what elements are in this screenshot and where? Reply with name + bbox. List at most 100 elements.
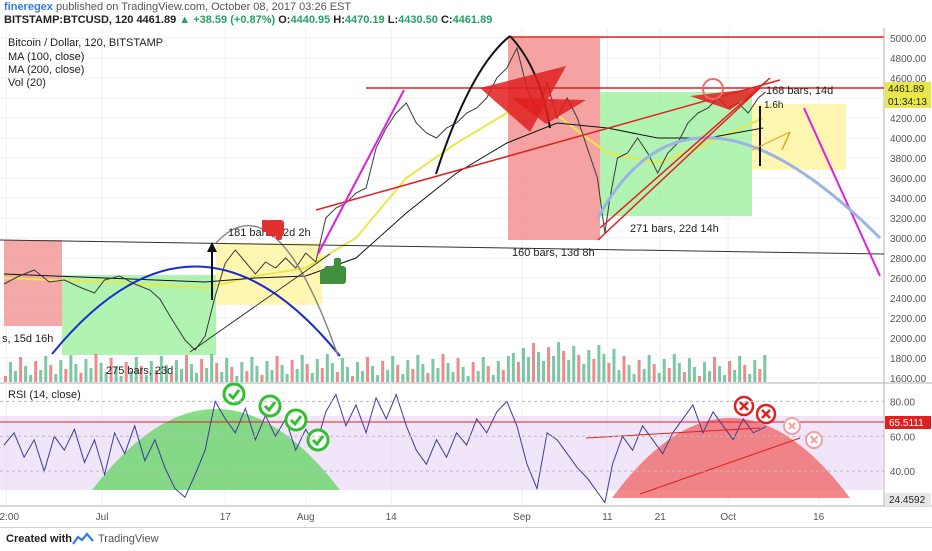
volume-bar <box>753 360 757 382</box>
volume-bar <box>381 361 385 382</box>
legend-ma100[interactable]: MA (100, close) <box>8 51 84 63</box>
time-tick-label: Oct <box>720 512 736 523</box>
volume-bar <box>200 359 204 382</box>
created-with-label: Created with <box>6 533 73 545</box>
magenta-trend-down <box>803 107 881 277</box>
open-label: O: <box>278 14 291 26</box>
volume-bar <box>728 361 732 382</box>
symbol-label: BITSTAMP:BTCUSD, 120 <box>4 14 134 26</box>
volume-bar <box>396 365 400 382</box>
volume-bar <box>491 375 495 382</box>
legend-rsi[interactable]: RSI (14, close) <box>8 389 81 401</box>
trendline-rising <box>189 253 331 353</box>
legend-ma200[interactable]: MA (200, close) <box>8 64 84 76</box>
footer: Created with TradingView <box>0 527 932 551</box>
price-axis[interactable]: 1600.00 1800.00 2000.00 2200.00 2400.00 2600.… <box>890 34 927 385</box>
volume-bar <box>295 369 299 382</box>
volume-bar <box>496 361 500 382</box>
volume-bar <box>335 372 339 382</box>
volume-bar <box>421 364 425 382</box>
volume-bar <box>180 369 183 382</box>
volume-bar <box>602 354 606 382</box>
volume-bar <box>215 363 219 382</box>
red-bowtie-c <box>690 88 760 110</box>
volume-bar <box>270 370 274 382</box>
volume-bar <box>124 362 128 382</box>
ma200-line <box>3 122 764 283</box>
green-zone-sep <box>600 92 752 216</box>
volume-bar <box>567 360 571 382</box>
volume-bar <box>74 364 78 382</box>
volume-bar <box>562 351 566 382</box>
volume-bar <box>476 371 480 382</box>
time-tick-label: 14 <box>386 512 398 523</box>
rsi-line <box>3 393 767 504</box>
tradingview-logo-icon[interactable] <box>72 532 94 546</box>
legend-vol[interactable]: Vol (20) <box>8 77 46 89</box>
volume-bar <box>99 363 103 382</box>
price-tick-label: 4000.00 <box>890 134 927 145</box>
volume-bar <box>300 355 304 382</box>
volume-bar <box>572 346 576 382</box>
volume-bar <box>667 368 671 382</box>
time-tick-label: Jul <box>96 512 109 523</box>
volume-bar <box>144 375 148 382</box>
open-value: 4440.95 <box>290 14 331 26</box>
label-160-bars: 160 bars, 13d 8h <box>512 247 595 259</box>
volume-bar <box>617 370 621 382</box>
author-name[interactable]: fineregex <box>4 1 53 13</box>
volume-bar <box>290 360 294 382</box>
volume-bar <box>692 367 696 382</box>
price-tick-label: 4600.00 <box>890 74 927 85</box>
price-tick-label: 4800.00 <box>890 54 927 65</box>
price-tick-label: 2600.00 <box>890 274 927 285</box>
tradingview-link[interactable]: TradingView <box>98 533 159 545</box>
price-chart[interactable]: 181 bars, 22d 2h 160 bars, 13d 8h 271 ba… <box>0 28 932 526</box>
time-axis[interactable]: 12:00 Jul 17 Aug 14 Sep 11 21 Oct 16 <box>0 512 825 523</box>
drawings <box>0 35 885 357</box>
volume-bar <box>59 360 63 382</box>
low-value: 4430.50 <box>398 14 438 26</box>
volume-bar <box>386 370 390 382</box>
volume-bar <box>49 365 53 382</box>
volume-bar <box>89 368 93 382</box>
time-tick-label: 12:00 <box>0 512 19 523</box>
volume-bar <box>642 369 646 382</box>
volume-bar <box>622 356 626 382</box>
price-tick-label: 1600.00 <box>890 374 927 385</box>
volume-bar <box>652 364 656 382</box>
price-tick-label: 3400.00 <box>890 194 927 205</box>
volume-bar <box>521 348 525 382</box>
volume-bar <box>748 374 752 382</box>
rsi-low-badge <box>885 493 931 506</box>
volume-bar <box>190 364 194 382</box>
check-icon <box>258 394 282 418</box>
check-icon <box>306 428 330 452</box>
price-tick-label: 4200.00 <box>890 114 927 125</box>
price-tick-label: 1800.00 <box>890 354 927 365</box>
current-price-label: 4461.89 <box>888 84 925 95</box>
volume-bar <box>230 367 234 382</box>
volume-bar <box>627 365 631 382</box>
volume-bar <box>361 371 365 382</box>
volume-bar <box>486 366 490 382</box>
label-1-6h: 1.6h <box>764 100 783 111</box>
rsi-axis[interactable]: 40.00 60.00 80.00 <box>0 397 915 478</box>
volume-bar <box>411 369 415 382</box>
volume-bar <box>139 366 143 382</box>
volume-bar <box>612 349 616 382</box>
volume-bar <box>733 370 737 382</box>
volume-bar <box>738 356 742 382</box>
time-tick-label: Sep <box>513 512 531 523</box>
volume-bars <box>4 342 767 382</box>
volume-bar <box>169 374 173 382</box>
volume-bar <box>44 356 48 382</box>
volume-bar <box>506 356 510 382</box>
volume-bar <box>14 371 18 382</box>
up-arrow-icon: ▲ <box>179 14 191 26</box>
x-mark-icon <box>805 431 823 449</box>
price-tick-label: 3800.00 <box>890 154 927 165</box>
volume-bar <box>446 363 450 382</box>
pink-circle-top <box>702 78 724 100</box>
volume-bar <box>542 361 546 382</box>
